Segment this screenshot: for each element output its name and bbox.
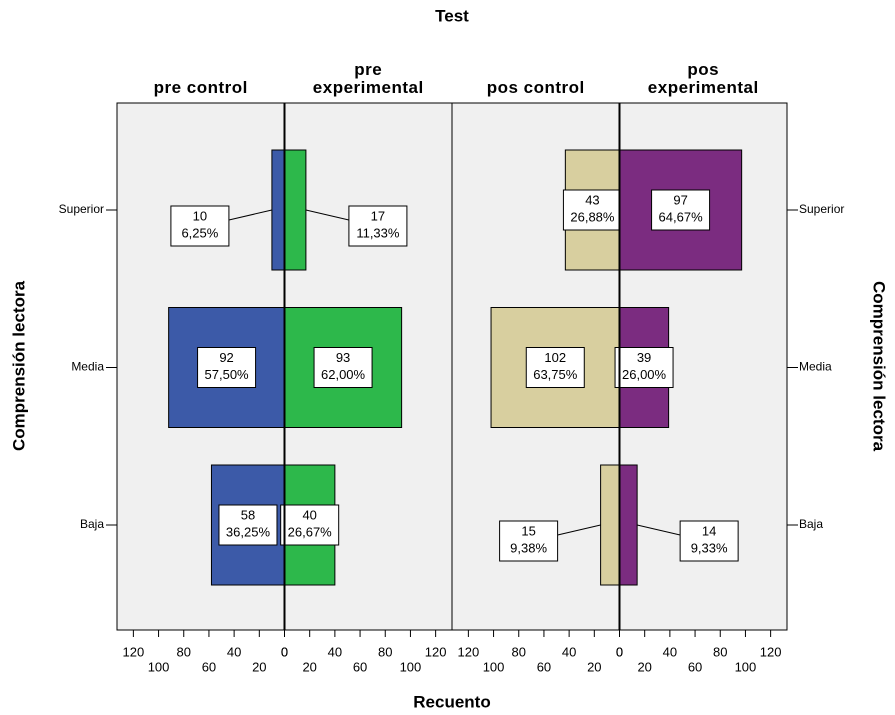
x-tick-label: 40 [328,644,342,659]
label-box [614,347,674,388]
percent-label: 26,88% [570,209,615,224]
label-box [679,520,739,562]
label-box [218,504,278,546]
label-box [348,205,408,247]
y-tick-label-right: Superior [799,202,844,216]
x-tick-label: 20 [252,659,266,674]
x-axis-label: Recuento [413,692,490,711]
chart-title: Test [435,6,469,25]
label-box [525,347,585,388]
series-name: pre control [153,78,248,97]
value-label: 58 [241,507,255,522]
y-tick-label: Superior [59,202,104,216]
x-tick-label: 120 [458,644,480,659]
y-axis-label-right: Comprensión lectora [870,281,889,452]
x-tick-label: 80 [378,644,392,659]
bar [619,464,638,586]
y-axis-label: Comprensión lectora [9,280,28,451]
percent-label: 36,25% [226,524,271,539]
x-tick-label: 100 [483,659,505,674]
x-tick-label: 80 [713,644,727,659]
x-tick-label: 40 [663,644,677,659]
series-name: pre experimental [312,60,424,97]
leader-line [305,209,350,221]
x-tick-label: 100 [400,659,422,674]
label-box [197,347,257,388]
y-tick-label: Baja [80,517,104,531]
x-tick-label: 60 [537,659,551,674]
x-tick-label: 60 [353,659,367,674]
x-tick-label: 40 [562,644,576,659]
x-tick-label: 100 [148,659,170,674]
series-name: pos control [486,78,585,97]
x-tick-label: 120 [425,644,447,659]
value-label: 17 [371,208,385,223]
x-tick-label: 20 [302,659,316,674]
series-header: pos control [466,37,606,97]
x-tick-label: 120 [123,644,145,659]
x-tick-label: 100 [735,659,757,674]
x-tick-label: 20 [637,659,651,674]
percent-label: 9,33% [691,540,728,555]
x-tick-label: 0 [616,644,623,659]
label-box [170,205,230,247]
value-label: 93 [336,350,350,365]
value-label: 97 [673,192,687,207]
value-label: 92 [219,350,233,365]
series-name: pos experimental [647,60,759,97]
x-tick-label: 20 [587,659,601,674]
percent-label: 63,75% [533,367,578,382]
leader-line [228,209,273,221]
x-tick-label: 120 [760,644,782,659]
x-tick-label: 0 [616,644,623,659]
label-box [562,189,622,231]
value-label: 40 [302,507,316,522]
x-tick-label: 0 [281,644,288,659]
bar [271,149,285,271]
x-tick-label: 60 [202,659,216,674]
y-tick-label-right: Media [799,360,832,374]
x-tick-label: 60 [688,659,702,674]
leader-line [637,524,681,536]
percent-label: 62,00% [321,367,366,382]
percent-label: 26,00% [622,367,667,382]
value-label: 15 [521,523,535,538]
leader-line [557,524,601,536]
series-header: pre control [131,37,271,97]
y-tick-label: Media [71,360,104,374]
y-tick-label-right: Baja [799,517,823,531]
label-box [651,189,711,231]
value-label: 10 [193,208,207,223]
percent-label: 64,67% [659,209,704,224]
series-header: pre experimental [298,37,438,97]
percent-label: 11,33% [356,225,400,240]
value-label: 14 [702,523,716,538]
bar [600,464,620,586]
x-tick-label: 40 [227,644,241,659]
series-header: pos experimental [633,37,773,97]
label-box [499,520,559,562]
percent-label: 57,50% [205,367,250,382]
value-label: 102 [544,350,566,365]
x-tick-label: 0 [281,644,288,659]
percent-label: 26,67% [288,524,333,539]
x-tick-label: 80 [512,644,526,659]
bar [284,149,307,271]
percent-label: 9,38% [510,540,547,555]
value-label: 43 [585,192,599,207]
label-box [280,504,340,546]
percent-label: 6,25% [181,225,218,240]
label-box [313,347,373,388]
value-label: 39 [637,350,651,365]
x-tick-label: 80 [177,644,191,659]
